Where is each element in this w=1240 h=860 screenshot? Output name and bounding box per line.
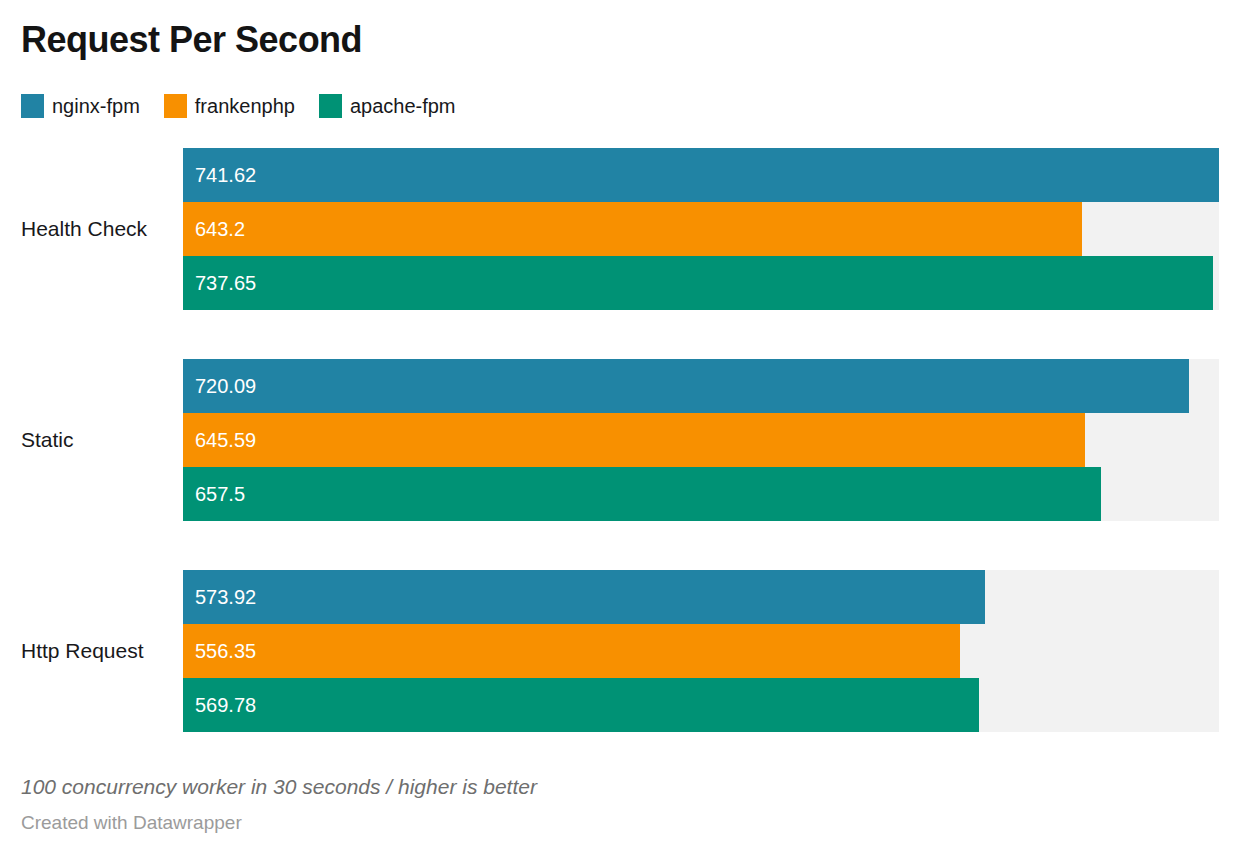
bar-value-label: 720.09 (183, 375, 256, 398)
plot-area: Health Check 741.62 643.2 737.65 (21, 148, 1219, 732)
legend-item-apache-fpm: apache-fpm (319, 94, 456, 118)
bar-value-label: 573.92 (183, 586, 256, 609)
bar-nginx-fpm: 720.09 (183, 359, 1189, 413)
legend-swatch-icon (21, 94, 44, 118)
bar-apache-fpm: 569.78 (183, 678, 979, 732)
datawrapper-credit: Created with Datawrapper (21, 812, 1219, 834)
bar-track: 556.35 (183, 624, 1219, 678)
bar-group-static: Static 720.09 645.59 657.5 (21, 359, 1219, 521)
bar-track: 643.2 (183, 202, 1219, 256)
chart-title: Request Per Second (21, 20, 1219, 60)
chart-container: Request Per Second nginx-fpm frankenphp … (0, 0, 1240, 834)
bar-nginx-fpm: 573.92 (183, 570, 985, 624)
legend-label: nginx-fpm (52, 95, 140, 118)
bar-group-http-request: Http Request 573.92 556.35 569.78 (21, 570, 1219, 732)
bar-track: 737.65 (183, 256, 1219, 310)
bar-value-label: 657.5 (183, 483, 245, 506)
legend-item-nginx-fpm: nginx-fpm (21, 94, 140, 118)
legend-swatch-icon (164, 94, 187, 118)
bar-value-label: 737.65 (183, 272, 256, 295)
category-label: Health Check (21, 217, 147, 241)
legend-swatch-icon (319, 94, 342, 118)
bar-track: 657.5 (183, 467, 1219, 521)
bar-frankenphp: 556.35 (183, 624, 960, 678)
legend-item-frankenphp: frankenphp (164, 94, 295, 118)
legend: nginx-fpm frankenphp apache-fpm (21, 94, 1219, 118)
bar-apache-fpm: 657.5 (183, 467, 1101, 521)
bar-nginx-fpm: 741.62 (183, 148, 1219, 202)
legend-label: frankenphp (195, 95, 295, 118)
category-label: Static (21, 428, 74, 452)
bar-group-health-check: Health Check 741.62 643.2 737.65 (21, 148, 1219, 310)
bar-frankenphp: 645.59 (183, 413, 1085, 467)
bar-track: 720.09 (183, 359, 1219, 413)
bar-track: 645.59 (183, 413, 1219, 467)
bar-value-label: 645.59 (183, 429, 256, 452)
chart-notes: 100 concurrency worker in 30 seconds / h… (21, 775, 1219, 799)
bar-value-label: 643.2 (183, 218, 245, 241)
bar-apache-fpm: 737.65 (183, 256, 1213, 310)
category-label: Http Request (21, 639, 144, 663)
bar-value-label: 569.78 (183, 694, 256, 717)
bar-value-label: 556.35 (183, 640, 256, 663)
bar-value-label: 741.62 (183, 164, 256, 187)
bar-track: 573.92 (183, 570, 1219, 624)
bar-track: 569.78 (183, 678, 1219, 732)
bar-track: 741.62 (183, 148, 1219, 202)
legend-label: apache-fpm (350, 95, 456, 118)
bar-frankenphp: 643.2 (183, 202, 1082, 256)
